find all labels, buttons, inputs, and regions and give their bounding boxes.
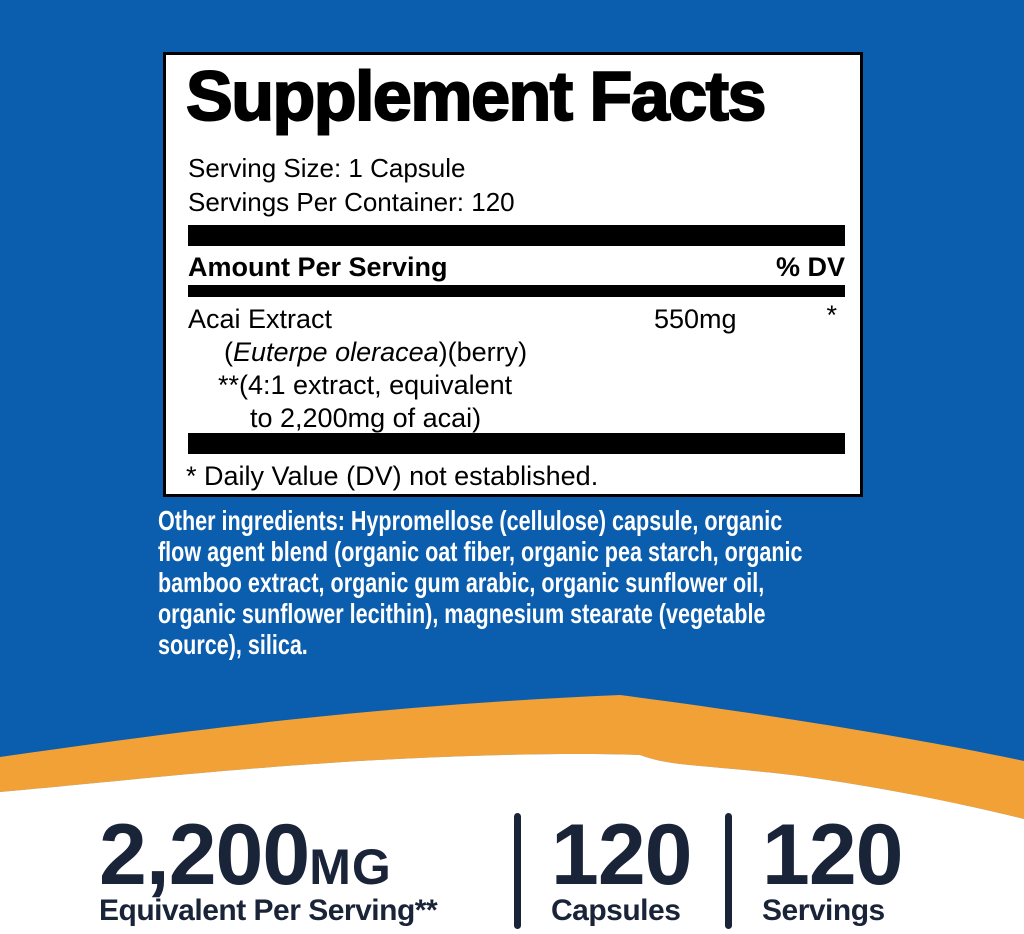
- dose-label: Equivalent Per Serving**: [99, 894, 438, 927]
- other-ingredients-line: source), silica.: [158, 629, 308, 660]
- swoosh-graphic: [0, 695, 1024, 934]
- botanical-post: )(berry): [438, 337, 528, 367]
- orange-swoosh-band: [0, 695, 1024, 819]
- capsules-label: Capsules: [551, 894, 681, 927]
- botanical-pre: (: [224, 337, 233, 367]
- vertical-divider: [514, 813, 521, 929]
- other-ingredients-line: organic sunflower lecithin), magnesium s…: [158, 598, 766, 629]
- panel-title: Supplement Facts: [185, 57, 767, 135]
- ingredient-row: Acai Extract 550mg *: [188, 300, 845, 336]
- dose-unit: MG: [309, 839, 392, 895]
- ingredient-dv-asterisk: *: [826, 300, 837, 330]
- servings-value: 120: [762, 807, 903, 903]
- ingredient-block: Acai Extract 550mg * (Euterpe oleracea)(…: [188, 300, 845, 435]
- capsules-value: 120: [551, 807, 692, 903]
- ingredient-extract-line: **(4:1 extract, equivalent: [218, 370, 513, 400]
- ingredient-amount: 550mg: [654, 304, 737, 334]
- dose-value-row: 2,200MG: [99, 812, 437, 898]
- ingredient-extract-line2: to 2,200mg of acai): [250, 403, 482, 433]
- other-ingredients-line: bamboo extract, organic gum arabic, orga…: [158, 567, 765, 598]
- servings-per-container-line: Servings Per Container: 120: [188, 187, 515, 217]
- panel-header-row: Amount Per Serving % DV: [188, 252, 845, 283]
- supplement-facts-panel: Supplement Facts Serving Size: 1 Capsule…: [163, 52, 863, 497]
- botanical-name: Euterpe oleracea: [233, 337, 439, 367]
- dv-footnote: * Daily Value (DV) not established.: [186, 461, 599, 491]
- dose-highlight: 2,200MG Equivalent Per Serving**: [99, 812, 438, 928]
- percent-dv-header: % DV: [775, 252, 845, 282]
- serving-size-line: Serving Size: 1 Capsule: [188, 153, 466, 183]
- amount-per-serving-header: Amount Per Serving: [188, 252, 448, 282]
- capsules-highlight: 120 Capsules: [551, 812, 692, 928]
- dose-value: 2,200: [99, 807, 310, 903]
- servings-highlight: 120 Servings: [762, 812, 903, 928]
- vertical-divider: [725, 813, 732, 929]
- separator-bar-thick-bottom: [188, 433, 845, 454]
- separator-bar-thick-top: [188, 225, 845, 246]
- bottom-white-area: [0, 754, 1024, 934]
- ingredient-name: Acai Extract: [188, 304, 333, 334]
- ingredient-botanical-line: (Euterpe oleracea)(berry): [224, 336, 845, 369]
- other-ingredients-line: flow agent blend (organic oat fiber, org…: [158, 536, 803, 567]
- servings-label: Servings: [762, 894, 885, 927]
- separator-bar-thin: [188, 285, 845, 297]
- other-ingredients-block: Other ingredients: Hypromellose (cellulo…: [158, 505, 803, 660]
- other-ingredients-line: Other ingredients: Hypromellose (cellulo…: [158, 505, 783, 536]
